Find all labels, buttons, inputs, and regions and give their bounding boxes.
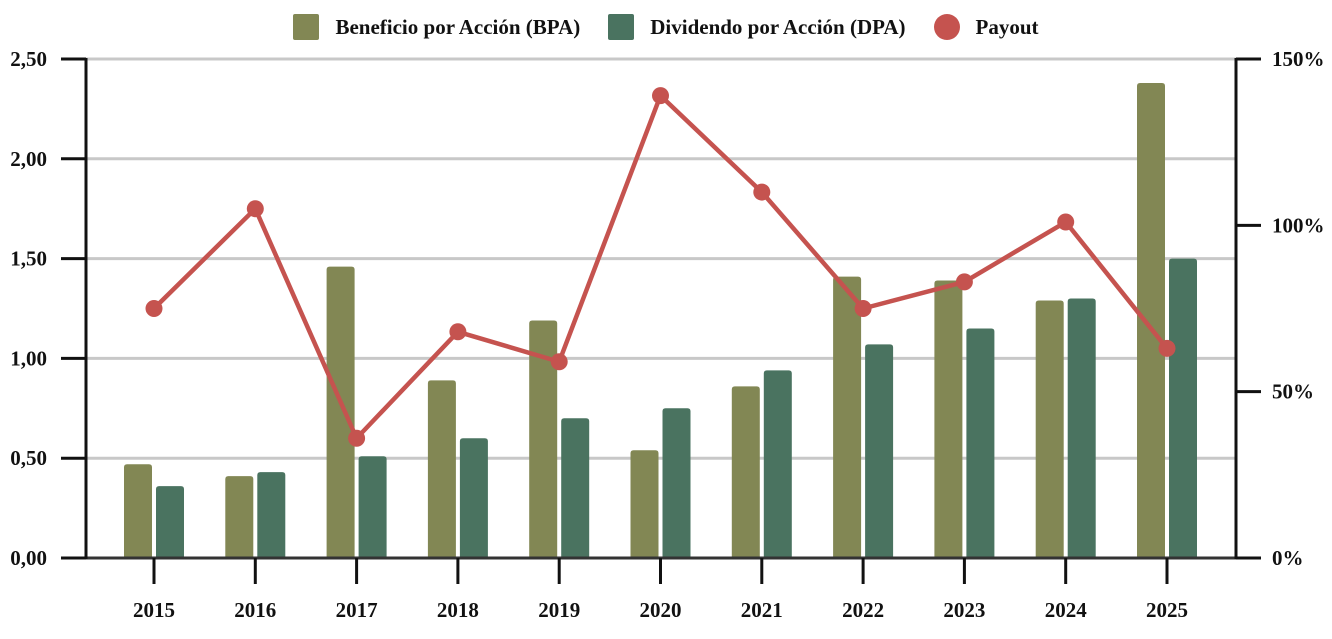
bar-dpa-2015: [156, 486, 184, 558]
bar-bpa-2020: [630, 450, 659, 558]
x-tick-label: 2022: [842, 598, 884, 622]
payout-point-2016: [246, 200, 264, 218]
y-right-tick-label: 150%: [1272, 47, 1325, 71]
x-tick-label: 2023: [943, 598, 985, 622]
x-tick-label: 2015: [133, 598, 175, 622]
y-right-tick-label: 100%: [1272, 213, 1325, 237]
legend-label-dpa: Dividendo por Acción (DPA): [650, 14, 906, 39]
legend-item-dpa[interactable]: Dividendo por Acción (DPA): [608, 14, 906, 40]
bar-dpa-2018: [459, 438, 488, 558]
bar-bpa-2016: [225, 476, 254, 558]
payout-line-group: [145, 87, 1176, 447]
payout-point-2017: [348, 429, 366, 447]
x-tick-label: 2025: [1146, 598, 1188, 622]
legend-label-payout: Payout: [975, 14, 1039, 39]
legend-swatch-payout: [933, 14, 960, 40]
tick-labels: 0,00 0,50 1,00 1,50 2,00 2,50 0% 50% 100% 150% 201…: [10, 47, 1324, 622]
payout-point-2018: [449, 323, 467, 341]
payout-line: [152, 93, 1169, 441]
legend: Beneficio por Acción (BPA) Dividendo por…: [0, 14, 1332, 40]
bar-bpa-2015: [124, 464, 152, 558]
legend-swatch-bpa: [293, 14, 320, 40]
bar-dpa-2024: [1067, 298, 1096, 558]
x-tick-label: 2017: [336, 598, 378, 622]
bar-dpa-2023: [966, 328, 995, 558]
bar-dpa-2019: [561, 418, 590, 558]
legend-item-bpa[interactable]: Beneficio por Acción (BPA): [293, 14, 580, 40]
bar-bpa-2021: [731, 386, 760, 558]
y-left-tick-label: 1,00: [10, 346, 47, 370]
bar-bpa-2017: [326, 266, 355, 558]
payout-point-2015: [145, 300, 163, 317]
y-left-tick-label: 2,00: [10, 147, 47, 171]
bar-dpa-2017: [358, 456, 387, 558]
y-right-tick-label: 50%: [1272, 380, 1314, 404]
payout-point-2024: [1057, 213, 1075, 231]
y-left-tick-label: 0,50: [10, 446, 47, 470]
x-tick-label: 2019: [538, 598, 580, 622]
bar-dpa-2025: [1169, 258, 1197, 558]
bar-dpa-2021: [763, 370, 792, 558]
legend-item-payout[interactable]: Payout: [933, 14, 1039, 40]
x-tick-label: 2020: [640, 598, 682, 622]
bar-bpa-2024: [1035, 300, 1064, 558]
legend-swatch-dpa: [608, 14, 635, 40]
x-tick-label: 2018: [437, 598, 479, 622]
bars: [124, 82, 1197, 559]
y-left-tick-label: 1,50: [10, 247, 47, 271]
payout-point-2021: [753, 183, 771, 201]
bar-bpa-2023: [934, 280, 963, 558]
bar-bpa-2018: [427, 380, 456, 558]
payout-point-2025: [1158, 339, 1176, 357]
y-left-tick-label: 0,00: [10, 546, 47, 570]
bar-dpa-2022: [865, 344, 894, 558]
payout-point-2022: [854, 300, 872, 317]
bar-dpa-2016: [257, 472, 286, 558]
axes: [61, 57, 1261, 584]
x-tick-label: 2024: [1045, 598, 1088, 622]
payout-point-2019: [550, 353, 568, 371]
payout-point-2023: [955, 273, 973, 291]
payout-point-2020: [652, 87, 669, 105]
bar-bpa-2022: [833, 276, 862, 558]
y-right-tick-label: 0%: [1272, 546, 1304, 570]
x-tick-label: 2021: [741, 598, 783, 622]
legend-label-bpa: Beneficio por Acción (BPA): [335, 14, 581, 39]
bar-bpa-2019: [529, 320, 558, 558]
x-tick-label: 2016: [234, 598, 276, 622]
y-left-tick-label: 2,50: [10, 47, 47, 71]
bar-dpa-2020: [662, 408, 691, 558]
bar-bpa-2025: [1137, 82, 1165, 559]
